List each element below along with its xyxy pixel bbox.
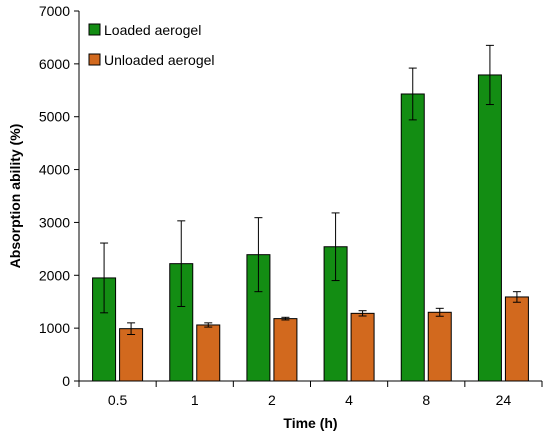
y-tick-label: 0 <box>62 373 70 389</box>
unloaded-bar <box>427 311 452 382</box>
legend: Loaded aerogel Unloaded aerogel <box>88 22 215 68</box>
x-axis-title: Time (h) <box>283 415 337 431</box>
y-tick-label: 5000 <box>39 109 70 125</box>
y-tick-label: 2000 <box>39 267 70 283</box>
x-tick-label: 1 <box>191 392 199 408</box>
unloaded-bar <box>504 296 529 382</box>
legend-label: Loaded aerogel <box>104 22 201 38</box>
x-tick-label: 8 <box>422 392 430 408</box>
y-tick-label: 3000 <box>39 214 70 230</box>
y-tick-label: 1000 <box>39 320 70 336</box>
unloaded-bar <box>273 318 298 382</box>
loaded-bar <box>477 74 502 382</box>
legend-swatch <box>88 53 101 66</box>
y-axis-title: Absorption ability (%) <box>7 124 23 269</box>
unloaded-bar <box>350 312 375 382</box>
legend-swatch <box>88 23 101 36</box>
x-tick-label: 4 <box>345 392 353 408</box>
x-tick-label: 24 <box>496 392 512 408</box>
loaded-bar <box>400 93 425 382</box>
legend-label: Unloaded aerogel <box>104 52 215 68</box>
unloaded-bar <box>196 324 221 382</box>
unloaded-bar <box>119 328 144 382</box>
y-tick-label: 4000 <box>39 162 70 178</box>
x-tick-label: 0.5 <box>108 392 128 408</box>
y-tick-label: 6000 <box>39 56 70 72</box>
y-tick-label: 7000 <box>39 3 70 19</box>
x-tick-label: 2 <box>268 392 276 408</box>
